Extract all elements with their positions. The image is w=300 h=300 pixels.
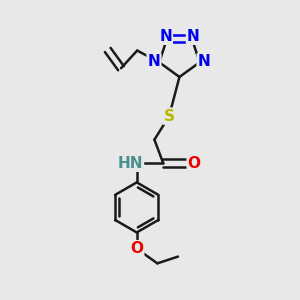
- Text: HN: HN: [118, 156, 143, 171]
- Text: O: O: [130, 241, 143, 256]
- Text: N: N: [159, 29, 172, 44]
- Text: O: O: [188, 156, 201, 171]
- Text: N: N: [148, 54, 160, 69]
- Text: N: N: [187, 29, 200, 44]
- Text: S: S: [164, 109, 175, 124]
- Text: N: N: [198, 54, 210, 69]
